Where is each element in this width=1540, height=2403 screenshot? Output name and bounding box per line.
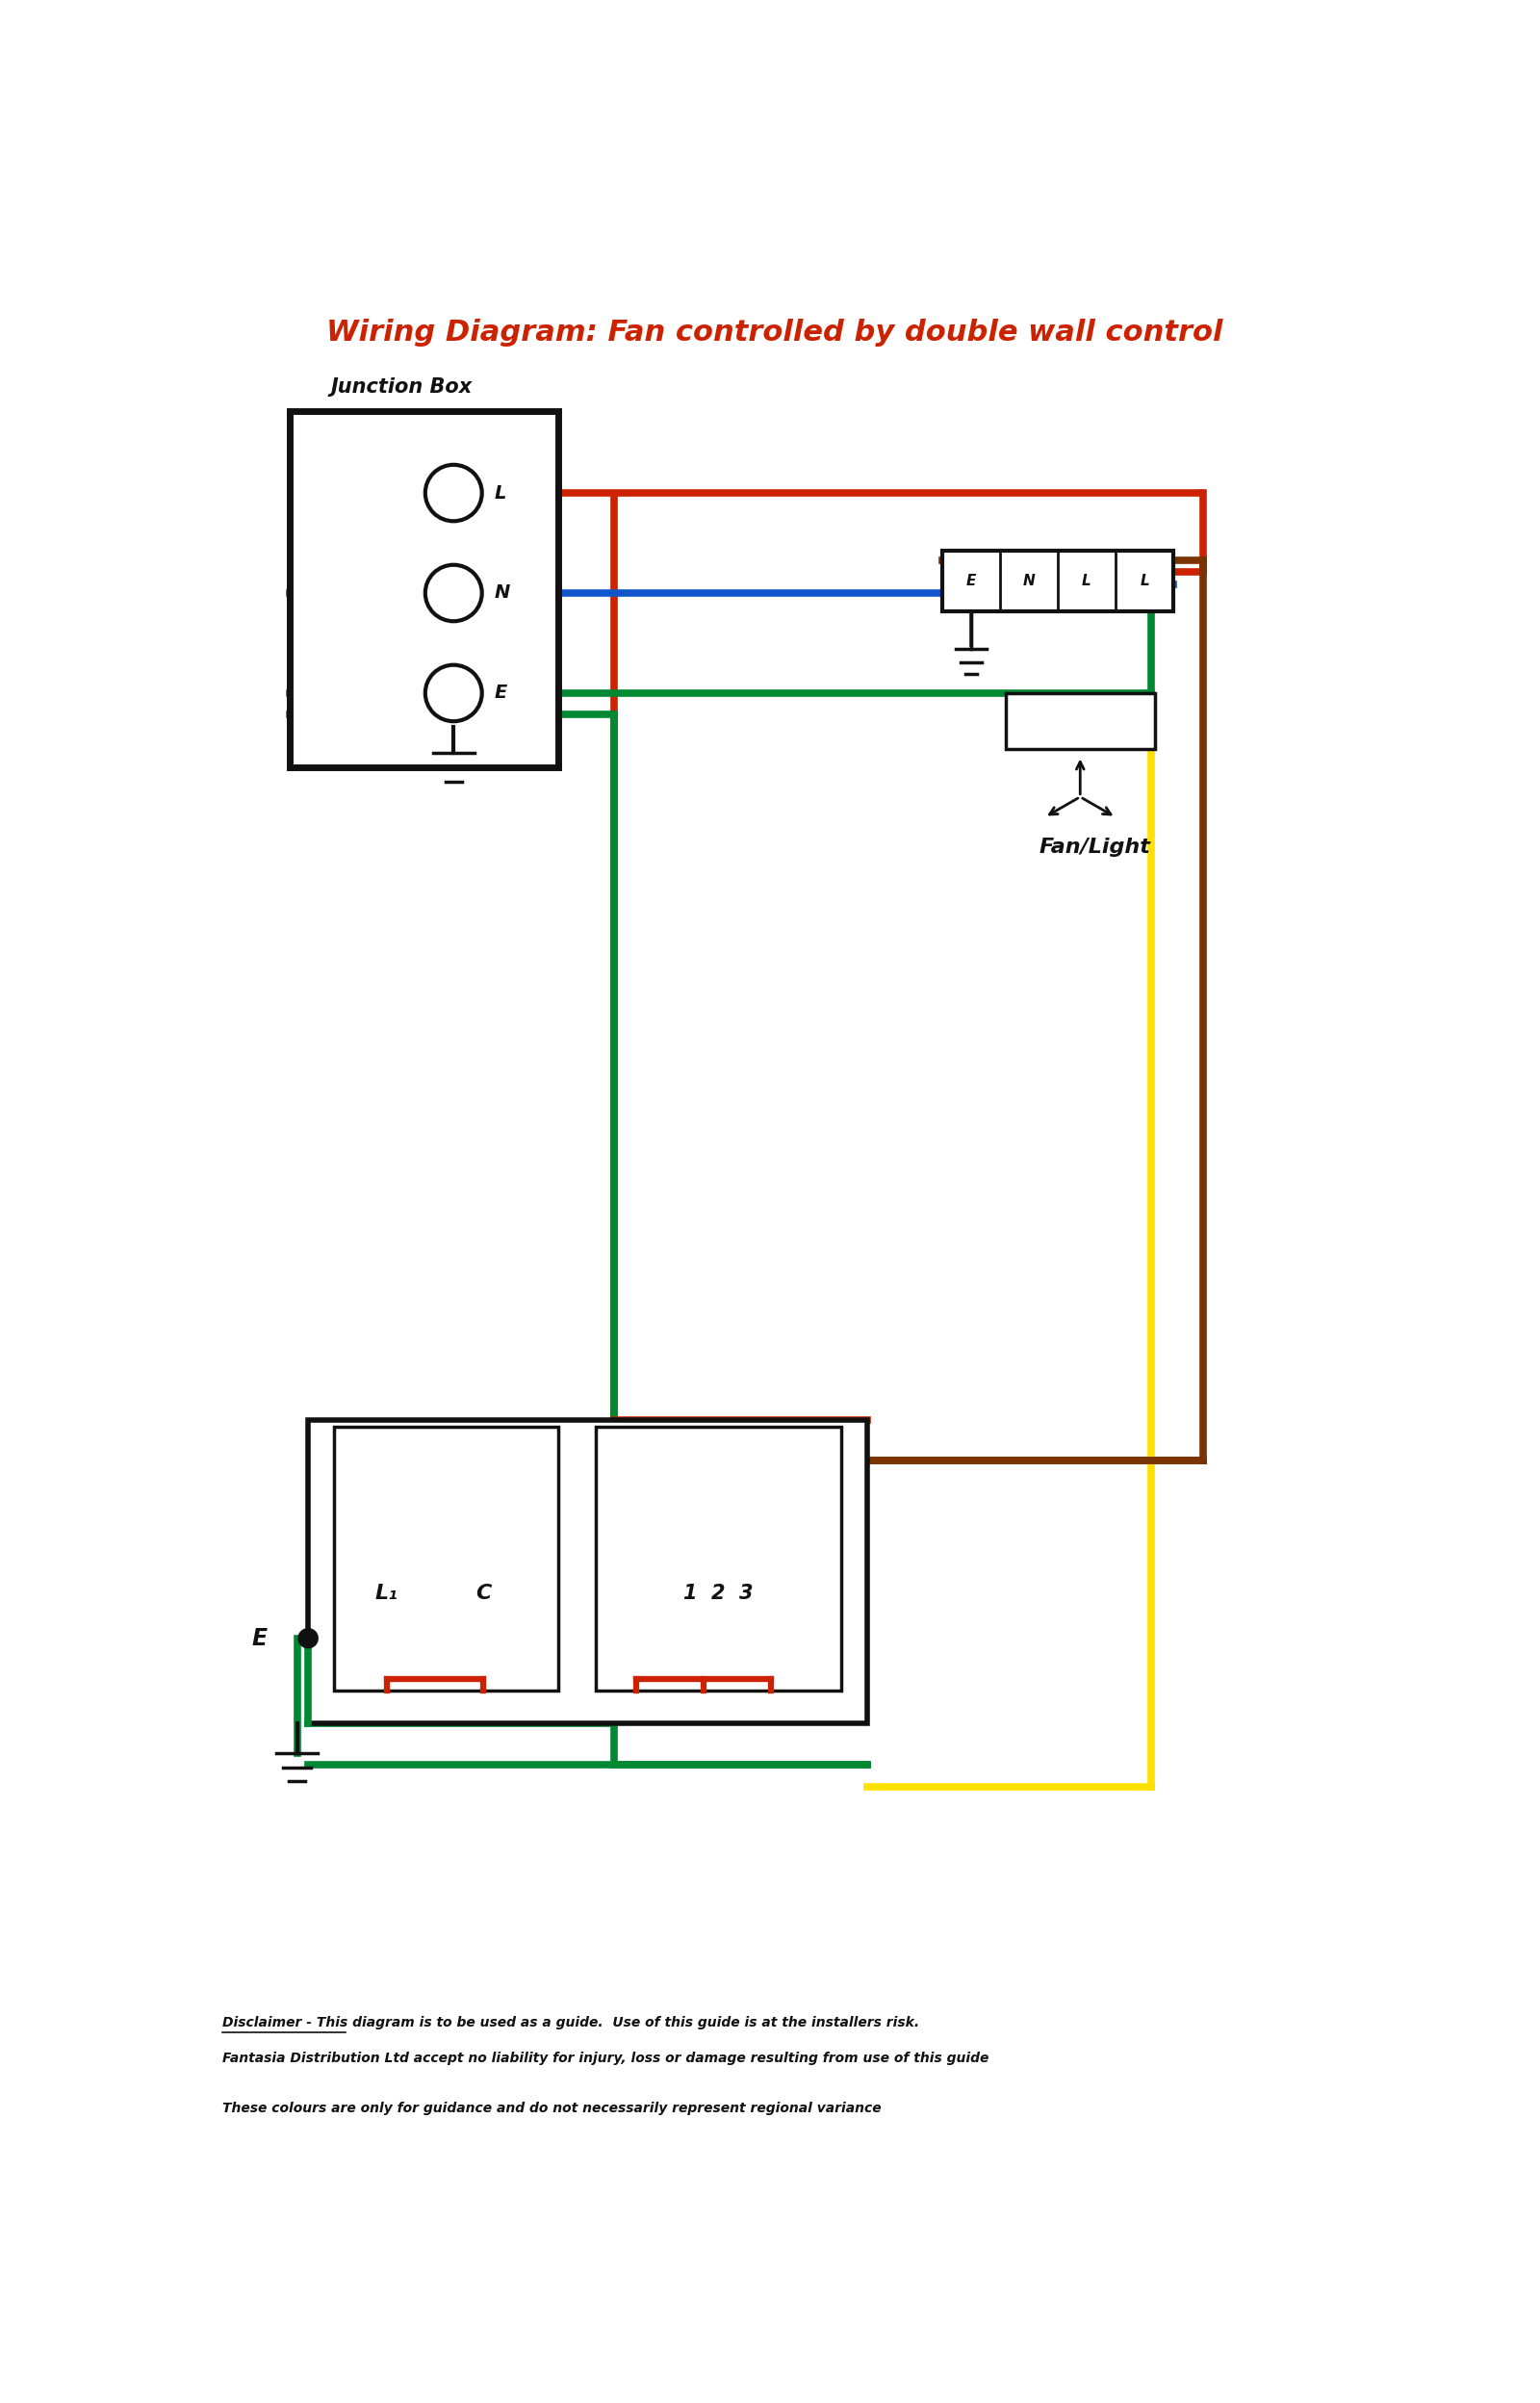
Text: C: C	[476, 1584, 491, 1603]
Bar	[308, 1420, 867, 1723]
Text: Fan/Light: Fan/Light	[1040, 839, 1150, 858]
Circle shape	[425, 666, 482, 721]
Text: E: E	[253, 1627, 268, 1651]
Circle shape	[425, 464, 482, 521]
Circle shape	[299, 1629, 317, 1648]
Bar	[334, 1427, 557, 1689]
Bar	[290, 411, 557, 767]
Text: N: N	[494, 584, 510, 603]
Text: 1  2  3: 1 2 3	[684, 1584, 753, 1603]
Text: L₁: L₁	[374, 1584, 397, 1603]
Text: Speed: Speed	[679, 1449, 758, 1473]
Text: L: L	[494, 483, 507, 502]
Text: N: N	[1023, 574, 1035, 589]
Text: Dim.: Dim.	[417, 1449, 476, 1473]
Text: These colours are only for guidance and do not necessarily represent regional va: These colours are only for guidance and …	[222, 2103, 881, 2115]
Text: Wiring Diagram: Fan controlled by double wall control: Wiring Diagram: Fan controlled by double…	[326, 320, 1223, 346]
Text: E: E	[966, 574, 976, 589]
Text: Fantasia Distribution Ltd accept no liability for injury, loss or damage resulti: Fantasia Distribution Ltd accept no liab…	[222, 2052, 989, 2064]
Text: Disclaimer - This diagram is to be used as a guide.  Use of this guide is at the: Disclaimer - This diagram is to be used …	[222, 2016, 919, 2031]
Text: L: L	[1140, 574, 1149, 589]
Text: Junction Box: Junction Box	[331, 377, 473, 396]
Text: L: L	[1083, 574, 1092, 589]
Bar	[596, 1427, 841, 1689]
Text: E: E	[494, 685, 508, 702]
Bar	[1006, 692, 1155, 750]
Bar	[942, 550, 1173, 613]
Circle shape	[425, 565, 482, 622]
